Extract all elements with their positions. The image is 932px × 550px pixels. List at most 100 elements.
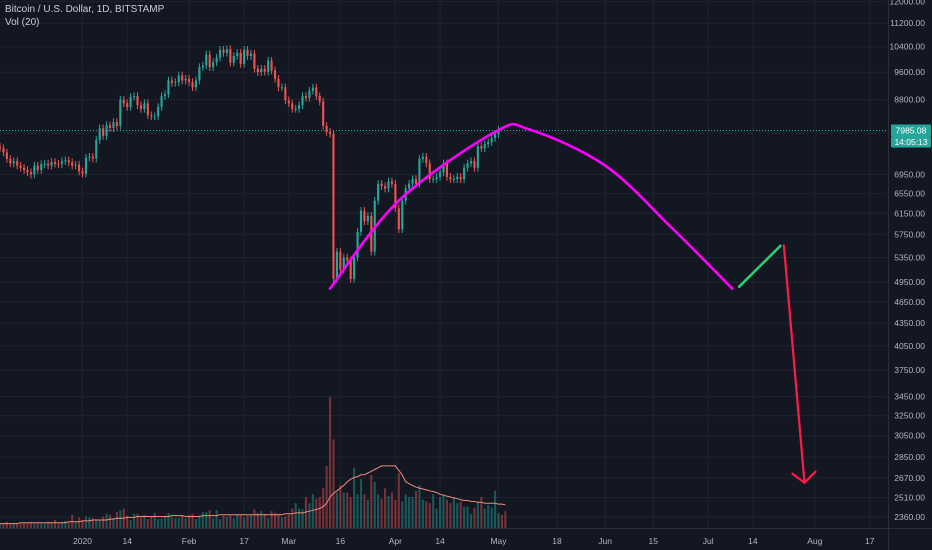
candle-body: [335, 251, 338, 279]
candle-body: [428, 163, 431, 180]
time-tick-label: 14: [122, 536, 132, 546]
candle-body: [494, 133, 497, 138]
volume-bar: [167, 512, 170, 528]
candle-body: [452, 179, 455, 181]
volume-bar: [239, 514, 242, 528]
volume-bar: [177, 518, 180, 528]
volume-bar: [105, 513, 108, 528]
volume-bar: [425, 501, 428, 528]
price-tick-label: 5750.00: [894, 230, 925, 240]
candle-body: [40, 164, 43, 170]
volume-bar: [466, 506, 469, 528]
volume-bar: [243, 517, 246, 528]
price-tick-label: 4650.00: [894, 297, 925, 307]
volume-bar: [16, 523, 19, 528]
volume-bar: [57, 523, 60, 528]
volume-bar: [449, 503, 452, 528]
volume-bar: [435, 508, 438, 528]
candle-body: [208, 54, 211, 68]
volume-bar: [414, 490, 418, 528]
volume-bar: [456, 503, 459, 528]
candle-body: [363, 210, 366, 222]
volume-bar: [487, 504, 490, 528]
candle-body: [84, 157, 88, 174]
volume-bar: [497, 512, 500, 528]
volume-bar: [181, 515, 184, 528]
volume-bar: [346, 492, 349, 528]
candle-body: [497, 129, 500, 134]
volume-bar: [408, 496, 411, 528]
volume-bar: [270, 511, 273, 528]
candle-body: [256, 68, 259, 73]
time-axis[interactable]: 2020 14 Feb 17 Mar 16 Apr 14 May 18 Jun 15 Jul 14 Aug 1…: [73, 536, 875, 546]
volume-bar: [442, 494, 445, 528]
candle-body: [263, 68, 266, 72]
volume-bar: [342, 492, 345, 528]
candle-body: [401, 200, 404, 230]
volume-bar: [198, 515, 201, 528]
chart-title: Bitcoin / U.S. Dollar, 1D, BITSTAMP: [5, 4, 165, 15]
volume-bar: [74, 520, 77, 528]
candle-body: [188, 78, 191, 83]
time-tick-label: May: [490, 536, 507, 546]
candle-body: [133, 96, 136, 98]
price-tick-label: 3050.00: [894, 431, 925, 441]
price-tick-label: 2510.00: [894, 493, 925, 503]
volume-bar: [322, 488, 325, 528]
candles: [0, 45, 500, 283]
time-tick-label: 17: [865, 536, 875, 546]
volume-bar: [88, 517, 91, 528]
candle-body: [473, 161, 476, 168]
price-tick-label: 8800.00: [894, 95, 925, 105]
time-tick-label: Jul: [703, 536, 714, 546]
candle-body: [225, 49, 228, 53]
volume-bar: [222, 515, 225, 528]
time-tick-label: 2020: [73, 536, 92, 546]
candle-body: [346, 257, 349, 261]
volume-bar: [146, 519, 149, 528]
candle-body: [146, 103, 149, 116]
last-price-box: [891, 124, 931, 137]
price-tick-label: 2670.00: [894, 473, 925, 483]
candle-body: [445, 163, 449, 177]
volume-bar: [397, 473, 400, 528]
volume-bar: [476, 501, 479, 528]
time-tick-label: 18: [552, 536, 562, 546]
volume-bar: [139, 517, 143, 528]
volume-bar: [277, 513, 280, 528]
volume-bar: [215, 510, 218, 528]
volume-bar: [119, 510, 122, 528]
volume-bar: [26, 522, 29, 528]
volume-bars: [0, 396, 507, 528]
volume-bar: [480, 496, 483, 528]
candle-body: [98, 128, 101, 140]
volume-bar: [428, 503, 431, 528]
volume-bar: [294, 503, 297, 528]
volume-bar: [418, 485, 421, 528]
volume-bar: [246, 515, 249, 528]
candle-body: [390, 181, 393, 184]
volume-bar: [432, 494, 435, 528]
volume-bar: [205, 512, 208, 528]
candle-body: [287, 100, 290, 104]
volume-bar: [473, 507, 476, 528]
candle-body: [105, 125, 108, 136]
time-tick-label: 14: [435, 536, 445, 546]
candle-body: [432, 179, 435, 181]
volume-bar: [108, 514, 112, 528]
candle-body: [394, 183, 397, 209]
candle-body: [198, 67, 201, 81]
countdown-value: 14:05:13: [894, 137, 927, 147]
candle-body: [466, 163, 469, 168]
projection-drawings[interactable]: [328, 122, 817, 484]
volume-bar: [363, 494, 366, 528]
volume-bar: [353, 467, 356, 528]
candle-body: [174, 82, 177, 84]
volume-bar: [284, 516, 287, 528]
candle-body: [177, 75, 180, 83]
candle-body: [108, 125, 112, 128]
volume-bar: [53, 520, 57, 528]
last-price-label: 7985.08 14:05:13: [891, 124, 931, 148]
